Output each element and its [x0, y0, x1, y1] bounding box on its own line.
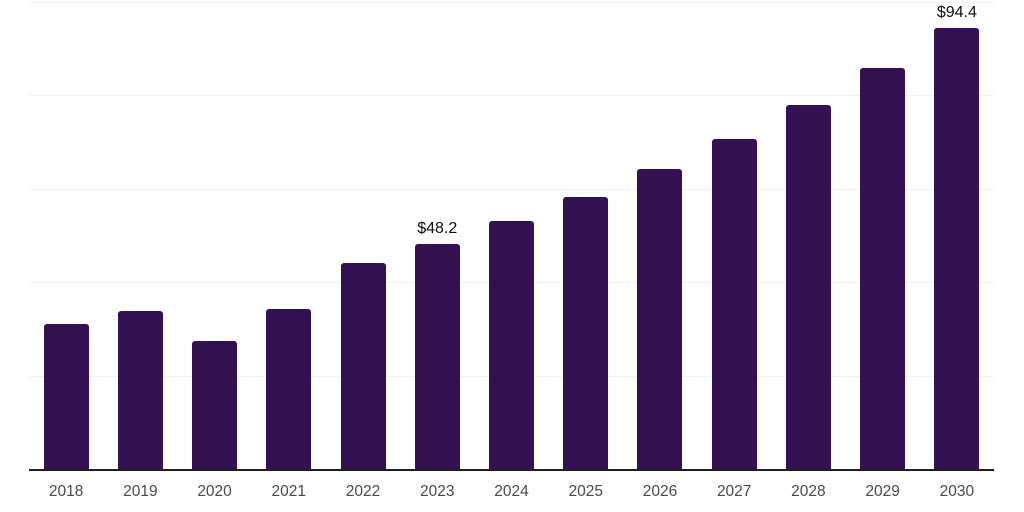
- x-tick-label-2022: 2022: [345, 483, 381, 500]
- bar-2024: [489, 221, 534, 470]
- bar-2021: [266, 309, 312, 470]
- bar-2019: [117, 310, 163, 470]
- bar-2025: [563, 196, 609, 470]
- bar-2018: [43, 323, 89, 470]
- gridline: [29, 188, 994, 190]
- bar-2030: [934, 28, 980, 470]
- bar-2022: [340, 263, 386, 470]
- x-tick-label-2030: 2030: [939, 483, 975, 500]
- x-tick-label-2029: 2029: [865, 483, 900, 500]
- gridline: [29, 1, 994, 3]
- bar-value-label-2030: $94.4: [936, 4, 977, 22]
- x-tick-label-2025: 2025: [568, 483, 603, 500]
- bar-2027: [711, 138, 757, 470]
- x-tick-label-2018: 2018: [48, 483, 84, 500]
- bar-value-label-2023: $48.2: [417, 220, 458, 238]
- x-tick-label-2027: 2027: [716, 483, 752, 500]
- gridline: [29, 95, 994, 97]
- x-tick-label-2019: 2019: [123, 483, 158, 500]
- x-tick-label-2021: 2021: [271, 483, 307, 500]
- x-tick-label-2023: 2023: [420, 483, 455, 500]
- x-tick-label-2028: 2028: [791, 483, 826, 500]
- bar-2023: [414, 244, 460, 470]
- bar-2029: [860, 68, 906, 470]
- bar-2020: [192, 340, 238, 470]
- x-tick-label-2024: 2024: [494, 483, 529, 500]
- bar-2026: [637, 169, 683, 470]
- bar-2028: [785, 105, 831, 470]
- x-tick-label-2026: 2026: [642, 483, 678, 500]
- x-axis-line: [29, 469, 994, 471]
- x-tick-label-2020: 2020: [197, 483, 232, 500]
